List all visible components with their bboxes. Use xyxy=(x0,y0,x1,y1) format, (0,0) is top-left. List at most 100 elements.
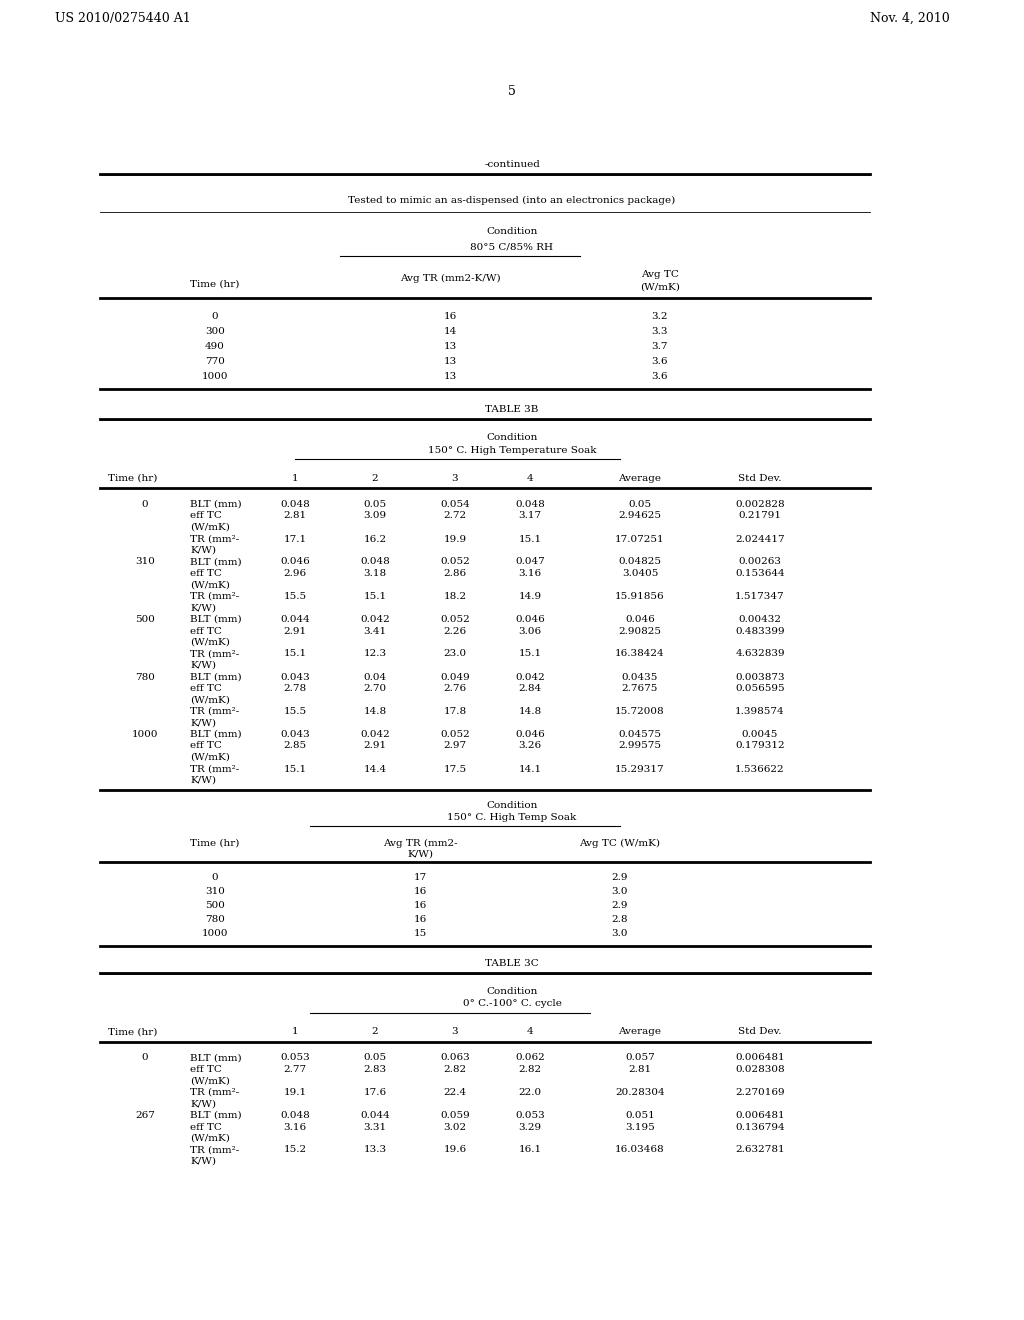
Text: 17.07251: 17.07251 xyxy=(615,535,665,544)
Text: 0.053: 0.053 xyxy=(515,1111,545,1119)
Text: Average: Average xyxy=(618,1027,662,1036)
Text: (W/mK): (W/mK) xyxy=(190,696,229,705)
Text: 0.043: 0.043 xyxy=(281,730,310,739)
Text: eff TC: eff TC xyxy=(190,684,222,693)
Text: 0.057: 0.057 xyxy=(625,1053,655,1063)
Text: 0.00263: 0.00263 xyxy=(738,557,781,566)
Text: BLT (mm): BLT (mm) xyxy=(190,1111,242,1119)
Text: 15.1: 15.1 xyxy=(518,535,542,544)
Text: 3.6: 3.6 xyxy=(651,356,669,366)
Text: 15.1: 15.1 xyxy=(518,649,542,659)
Text: Tested to mimic an as-dispensed (into an electronics package): Tested to mimic an as-dispensed (into an… xyxy=(348,195,676,205)
Text: 3: 3 xyxy=(452,1027,459,1036)
Text: 0.05: 0.05 xyxy=(364,500,387,510)
Text: 2.83: 2.83 xyxy=(364,1065,387,1074)
Text: 2.94625: 2.94625 xyxy=(618,511,662,520)
Text: Condition: Condition xyxy=(486,801,538,810)
Text: 150° C. High Temp Soak: 150° C. High Temp Soak xyxy=(447,813,577,822)
Text: Avg TC: Avg TC xyxy=(641,271,679,279)
Text: Time (hr): Time (hr) xyxy=(190,280,240,289)
Text: 1.536622: 1.536622 xyxy=(735,764,784,774)
Text: 15.1: 15.1 xyxy=(364,591,387,601)
Text: Condition: Condition xyxy=(486,227,538,236)
Text: 3.2: 3.2 xyxy=(651,312,669,321)
Text: 3.18: 3.18 xyxy=(364,569,387,578)
Text: 0.046: 0.046 xyxy=(281,557,310,566)
Text: 1.398574: 1.398574 xyxy=(735,708,784,715)
Text: 0: 0 xyxy=(141,1053,148,1063)
Text: 3.0: 3.0 xyxy=(611,929,629,939)
Text: Condition: Condition xyxy=(486,433,538,442)
Text: 0.003873: 0.003873 xyxy=(735,672,784,681)
Text: 16: 16 xyxy=(443,312,457,321)
Text: 2.85: 2.85 xyxy=(284,742,306,751)
Text: 0.028308: 0.028308 xyxy=(735,1065,784,1074)
Text: 0.053: 0.053 xyxy=(281,1053,310,1063)
Text: 0.052: 0.052 xyxy=(440,615,470,624)
Text: 3.6: 3.6 xyxy=(651,372,669,381)
Text: 18.2: 18.2 xyxy=(443,591,467,601)
Text: 490: 490 xyxy=(205,342,225,351)
Text: 15.2: 15.2 xyxy=(284,1146,306,1155)
Text: 16: 16 xyxy=(414,916,427,924)
Text: (W/mK): (W/mK) xyxy=(190,1077,229,1085)
Text: 13: 13 xyxy=(443,342,457,351)
Text: 2.77: 2.77 xyxy=(284,1065,306,1074)
Text: 80°5 C/85% RH: 80°5 C/85% RH xyxy=(470,242,554,251)
Text: 2.70: 2.70 xyxy=(364,684,387,693)
Text: 780: 780 xyxy=(135,672,155,681)
Text: K/W): K/W) xyxy=(190,718,216,727)
Text: 4.632839: 4.632839 xyxy=(735,649,784,659)
Text: Std Dev.: Std Dev. xyxy=(738,474,781,483)
Text: 2.96: 2.96 xyxy=(284,569,306,578)
Text: 0.0045: 0.0045 xyxy=(741,730,778,739)
Text: 1000: 1000 xyxy=(202,372,228,381)
Text: -continued: -continued xyxy=(484,160,540,169)
Text: 3.29: 3.29 xyxy=(518,1122,542,1131)
Text: TR (mm²-: TR (mm²- xyxy=(190,764,240,774)
Text: 2.78: 2.78 xyxy=(284,684,306,693)
Text: eff TC: eff TC xyxy=(190,511,222,520)
Text: 23.0: 23.0 xyxy=(443,649,467,659)
Text: 17.5: 17.5 xyxy=(443,764,467,774)
Text: 19.6: 19.6 xyxy=(443,1146,467,1155)
Text: 22.4: 22.4 xyxy=(443,1088,467,1097)
Text: 0: 0 xyxy=(141,500,148,510)
Text: US 2010/0275440 A1: US 2010/0275440 A1 xyxy=(55,12,190,25)
Text: Time (hr): Time (hr) xyxy=(108,474,158,483)
Text: TR (mm²-: TR (mm²- xyxy=(190,708,240,715)
Text: TABLE 3B: TABLE 3B xyxy=(485,405,539,414)
Text: 2.26: 2.26 xyxy=(443,627,467,635)
Text: 2.99575: 2.99575 xyxy=(618,742,662,751)
Text: 0.048: 0.048 xyxy=(360,557,390,566)
Text: 1000: 1000 xyxy=(132,730,159,739)
Text: 2.9: 2.9 xyxy=(611,902,629,911)
Text: eff TC: eff TC xyxy=(190,1065,222,1074)
Text: 0.04575: 0.04575 xyxy=(618,730,662,739)
Text: 770: 770 xyxy=(205,356,225,366)
Text: Condition: Condition xyxy=(486,986,538,995)
Text: TR (mm²-: TR (mm²- xyxy=(190,1088,240,1097)
Text: 2.76: 2.76 xyxy=(443,684,467,693)
Text: (W/mK): (W/mK) xyxy=(190,752,229,762)
Text: 19.9: 19.9 xyxy=(443,535,467,544)
Text: (W/mK): (W/mK) xyxy=(190,523,229,532)
Text: BLT (mm): BLT (mm) xyxy=(190,500,242,510)
Text: 3.0: 3.0 xyxy=(611,887,629,896)
Text: 14.8: 14.8 xyxy=(518,708,542,715)
Text: 1000: 1000 xyxy=(202,929,228,939)
Text: 14.1: 14.1 xyxy=(518,764,542,774)
Text: 3.41: 3.41 xyxy=(364,627,387,635)
Text: K/W): K/W) xyxy=(190,1158,216,1166)
Text: Nov. 4, 2010: Nov. 4, 2010 xyxy=(870,12,949,25)
Text: 0.136794: 0.136794 xyxy=(735,1122,784,1131)
Text: 2.024417: 2.024417 xyxy=(735,535,784,544)
Text: 16.03468: 16.03468 xyxy=(615,1146,665,1155)
Text: 2.91: 2.91 xyxy=(364,742,387,751)
Text: 20.28304: 20.28304 xyxy=(615,1088,665,1097)
Text: 0.046: 0.046 xyxy=(515,730,545,739)
Text: 0.044: 0.044 xyxy=(281,615,310,624)
Text: 16: 16 xyxy=(414,887,427,896)
Text: 19.1: 19.1 xyxy=(284,1088,306,1097)
Text: 0.063: 0.063 xyxy=(440,1053,470,1063)
